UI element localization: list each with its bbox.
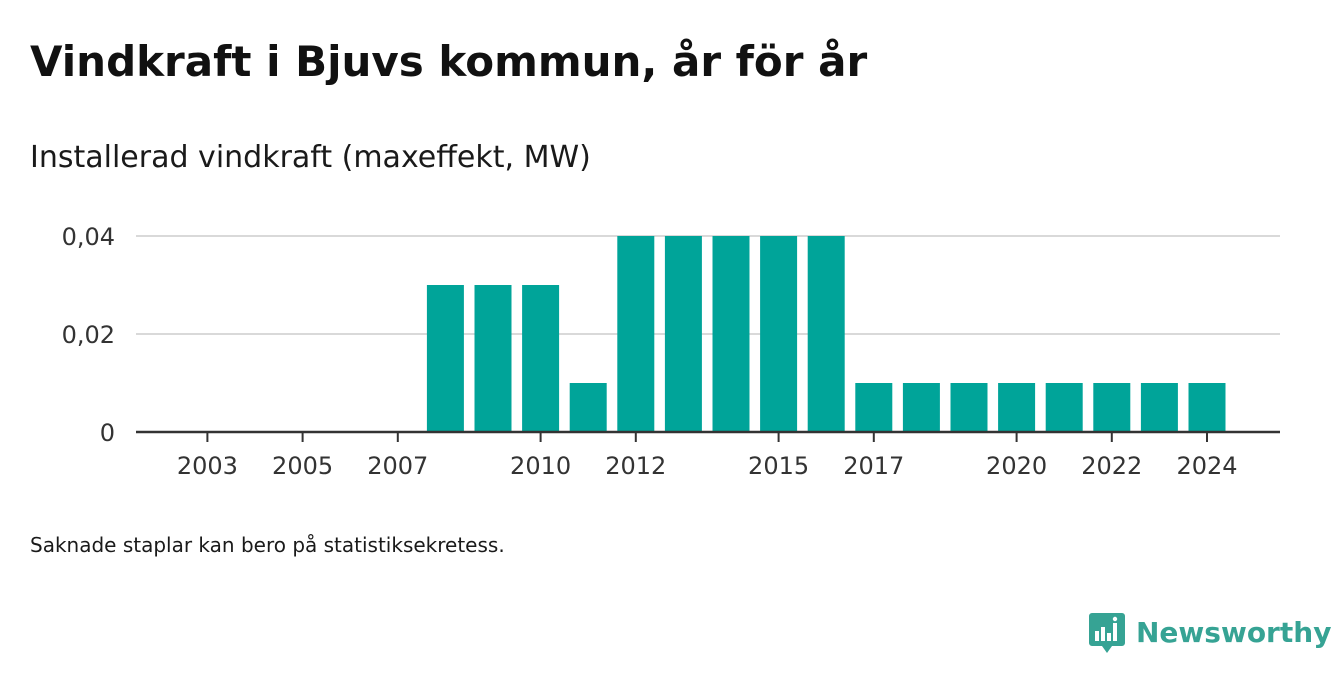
bar [1188,383,1226,432]
bar [1093,383,1131,432]
bar [902,383,940,432]
x-tick-label: 2005 [272,452,333,480]
bar [617,236,655,432]
bars [426,236,1226,432]
y-tick-label: 0,02 [62,321,115,349]
brand-logo: Newsworthy [1088,610,1331,656]
y-tick-label: 0 [100,419,115,447]
bar [760,236,798,432]
x-tick-label: 2020 [986,452,1047,480]
bar [950,383,988,432]
grid-lines [136,235,1280,335]
bar-chart: 00,020,04 2003 2005 2007 2010 2012 2015 2017 20… [62,223,1280,480]
bar [1140,383,1178,432]
x-tick-labels: 2003 2005 2007 2010 2012 2015 2017 2020 2022 2024 [177,452,1238,480]
x-tick-label: 2003 [177,452,238,480]
x-tick-label: 2022 [1081,452,1142,480]
x-tick-label: 2012 [605,452,666,480]
chart-subtitle: Installerad vindkraft (maxeffekt, MW) [30,140,591,175]
bar [807,236,845,432]
axes [136,430,1280,442]
bar [1045,383,1083,432]
chart-title: Vindkraft i Bjuvs kommun, år för år [30,37,868,86]
bar [855,383,893,432]
x-tick-label: 2017 [843,452,904,480]
bar [474,285,512,432]
bar [712,236,750,432]
bar [426,285,464,432]
bar [522,285,560,432]
x-tick-label: 2010 [510,452,571,480]
x-tick-label: 2015 [748,452,809,480]
newsworthy-logo-icon [1089,613,1125,653]
bar [664,236,702,432]
x-tick-label: 2007 [367,452,428,480]
bar [998,383,1036,432]
y-tick-labels: 0 0,02 0,04 [62,223,115,447]
bar [569,383,607,432]
x-tick-label: 2024 [1176,452,1237,480]
footnote: Saknade staplar kan bero på statistiksek… [30,533,505,557]
y-tick-label: 0,04 [62,223,115,251]
brand-name: Newsworthy [1136,616,1332,649]
